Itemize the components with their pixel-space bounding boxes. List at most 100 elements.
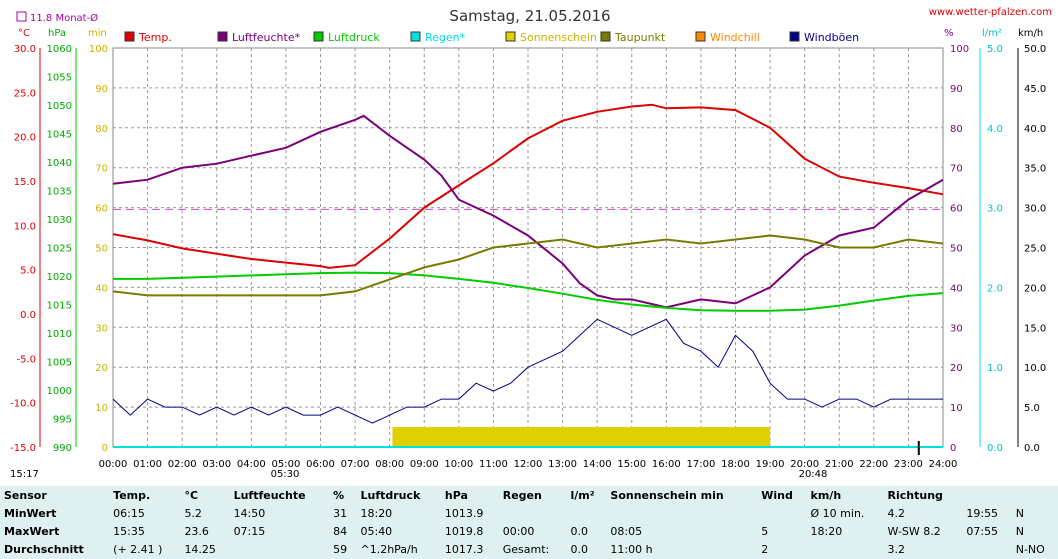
stats-cell: N bbox=[1015, 525, 1024, 539]
legend-label: Windböen bbox=[804, 31, 859, 44]
x-tick: 21:00 bbox=[825, 459, 854, 470]
stats-cell: Durchschnitt bbox=[4, 543, 84, 557]
temp-tick: -5.0 bbox=[16, 354, 36, 365]
legend-swatch bbox=[600, 31, 611, 42]
pct-tick: 50 bbox=[950, 244, 963, 255]
stats-cell: 59 bbox=[333, 543, 348, 557]
kmh-tick: 5.0 bbox=[1024, 403, 1040, 414]
x-tick: 08:00 bbox=[375, 459, 404, 470]
unit-min: min bbox=[88, 28, 107, 39]
hpa-tick: 1040 bbox=[47, 158, 72, 169]
legend-swatch bbox=[124, 31, 135, 42]
stats-cell: 2 bbox=[761, 543, 769, 557]
stats-cell: N bbox=[1015, 506, 1024, 520]
temp-tick: -15.0 bbox=[10, 443, 36, 454]
stats-cell: 0.0 bbox=[570, 543, 589, 557]
hpa-tick: 1000 bbox=[47, 386, 72, 397]
stats-cell: Regen bbox=[502, 488, 542, 502]
sunset-label: 20:48 bbox=[799, 469, 828, 480]
pct-tick: 100 bbox=[950, 44, 969, 55]
temp-tick: 5.0 bbox=[20, 266, 36, 277]
min-tick: 50 bbox=[95, 244, 108, 255]
legend-swatch bbox=[217, 31, 228, 42]
min-tick: 90 bbox=[95, 84, 108, 95]
stats-cell: 84 bbox=[333, 525, 348, 539]
legend-swatch bbox=[410, 31, 421, 42]
kmh-tick: 15.0 bbox=[1024, 323, 1046, 334]
legend-label: Sonnenschein bbox=[520, 31, 597, 44]
stats-cell bbox=[606, 504, 757, 522]
hpa-tick: 1015 bbox=[47, 301, 72, 312]
legend-label: Taupunkt bbox=[614, 31, 666, 44]
stats-cell: Temp. bbox=[113, 488, 151, 502]
legend-swatch bbox=[789, 31, 800, 42]
series-line bbox=[113, 271, 944, 312]
hpa-tick: 1030 bbox=[47, 215, 72, 226]
stats-cell: 15:35 bbox=[113, 525, 145, 539]
stats-cell: (+ 2.41 ) bbox=[113, 543, 163, 557]
x-tick: 19:00 bbox=[756, 459, 785, 470]
min-tick: 60 bbox=[95, 204, 108, 215]
series-line bbox=[112, 114, 944, 309]
kmh-tick: 0.0 bbox=[1024, 443, 1040, 454]
unit-temp: °C bbox=[18, 28, 30, 39]
x-tick: 09:00 bbox=[410, 459, 439, 470]
x-tick: 12:00 bbox=[514, 459, 543, 470]
x-tick: 23:00 bbox=[894, 459, 923, 470]
stats-cell: ^1.2hPa/h bbox=[360, 543, 418, 557]
pct-tick: 10 bbox=[950, 403, 963, 414]
stats-cell bbox=[757, 504, 806, 522]
x-tick: 17:00 bbox=[687, 459, 716, 470]
legend-label: Regen* bbox=[425, 31, 466, 44]
x-tick: 02:00 bbox=[168, 459, 197, 470]
pct-tick: 70 bbox=[950, 164, 963, 175]
stats-cell: Luftdruck bbox=[360, 488, 421, 502]
temp-tick: 25.0 bbox=[14, 88, 36, 99]
pct-tick: 60 bbox=[950, 204, 963, 215]
x-tick: 00:00 bbox=[99, 459, 128, 470]
min-tick: 30 bbox=[95, 323, 108, 334]
legend-swatch bbox=[313, 31, 324, 42]
stats-cell: 07:55 bbox=[966, 525, 999, 539]
stats-cell: MinWert bbox=[4, 506, 57, 520]
x-tick: 03:00 bbox=[202, 459, 231, 470]
x-tick: 22:00 bbox=[859, 459, 888, 470]
rain-tick: 3.0 bbox=[987, 204, 1003, 215]
x-tick: 10:00 bbox=[444, 459, 473, 470]
temp-tick: 30.0 bbox=[14, 44, 36, 55]
hpa-tick: 1050 bbox=[47, 101, 72, 112]
hpa-tick: 1010 bbox=[47, 329, 72, 340]
legend-swatch bbox=[505, 31, 516, 42]
x-tick: 18:00 bbox=[721, 459, 750, 470]
pct-tick: 40 bbox=[950, 283, 963, 294]
stats-cell: Ø 10 min. bbox=[810, 506, 865, 520]
hpa-tick: 1035 bbox=[47, 187, 72, 198]
unit-wind: km/h bbox=[1018, 28, 1043, 39]
stats-cell: 5.2 bbox=[184, 506, 202, 520]
stats-cell: 31 bbox=[333, 506, 348, 520]
min-tick: 80 bbox=[95, 124, 108, 135]
stats-cell: 08:05 bbox=[610, 525, 643, 539]
min-tick: 70 bbox=[95, 164, 108, 175]
x-tick: 01:00 bbox=[133, 459, 162, 470]
rain-tick: 5.0 bbox=[987, 44, 1003, 55]
stats-cell: °C bbox=[184, 488, 199, 502]
hpa-tick: 995 bbox=[53, 415, 72, 426]
sunrise-label: 05:30 bbox=[271, 469, 300, 480]
stats-cell: 05:40 bbox=[360, 525, 393, 539]
unit-pct: % bbox=[944, 28, 954, 39]
min-tick: 0 bbox=[102, 443, 108, 454]
series-line bbox=[112, 103, 944, 269]
legend-label: Luftfeuchte* bbox=[232, 31, 301, 44]
series-line bbox=[112, 318, 943, 424]
stats-cell: 11:00 h bbox=[610, 543, 653, 557]
kmh-tick: 10.0 bbox=[1024, 363, 1046, 374]
temp-tick: 20.0 bbox=[14, 133, 36, 144]
rain-tick: 0.0 bbox=[987, 443, 1003, 454]
x-tick: 07:00 bbox=[341, 459, 370, 470]
stats-row: MaxWert 15:35 23.6 07:15 84 05:40 1019.8 00:00 0… bbox=[0, 523, 1058, 541]
x-tick: 15:00 bbox=[617, 459, 646, 470]
month-avg-label: 11.8 Monat-Ø bbox=[30, 12, 98, 24]
stats-cell: Wind bbox=[761, 488, 793, 502]
x-tick: 05:00 bbox=[272, 459, 301, 470]
